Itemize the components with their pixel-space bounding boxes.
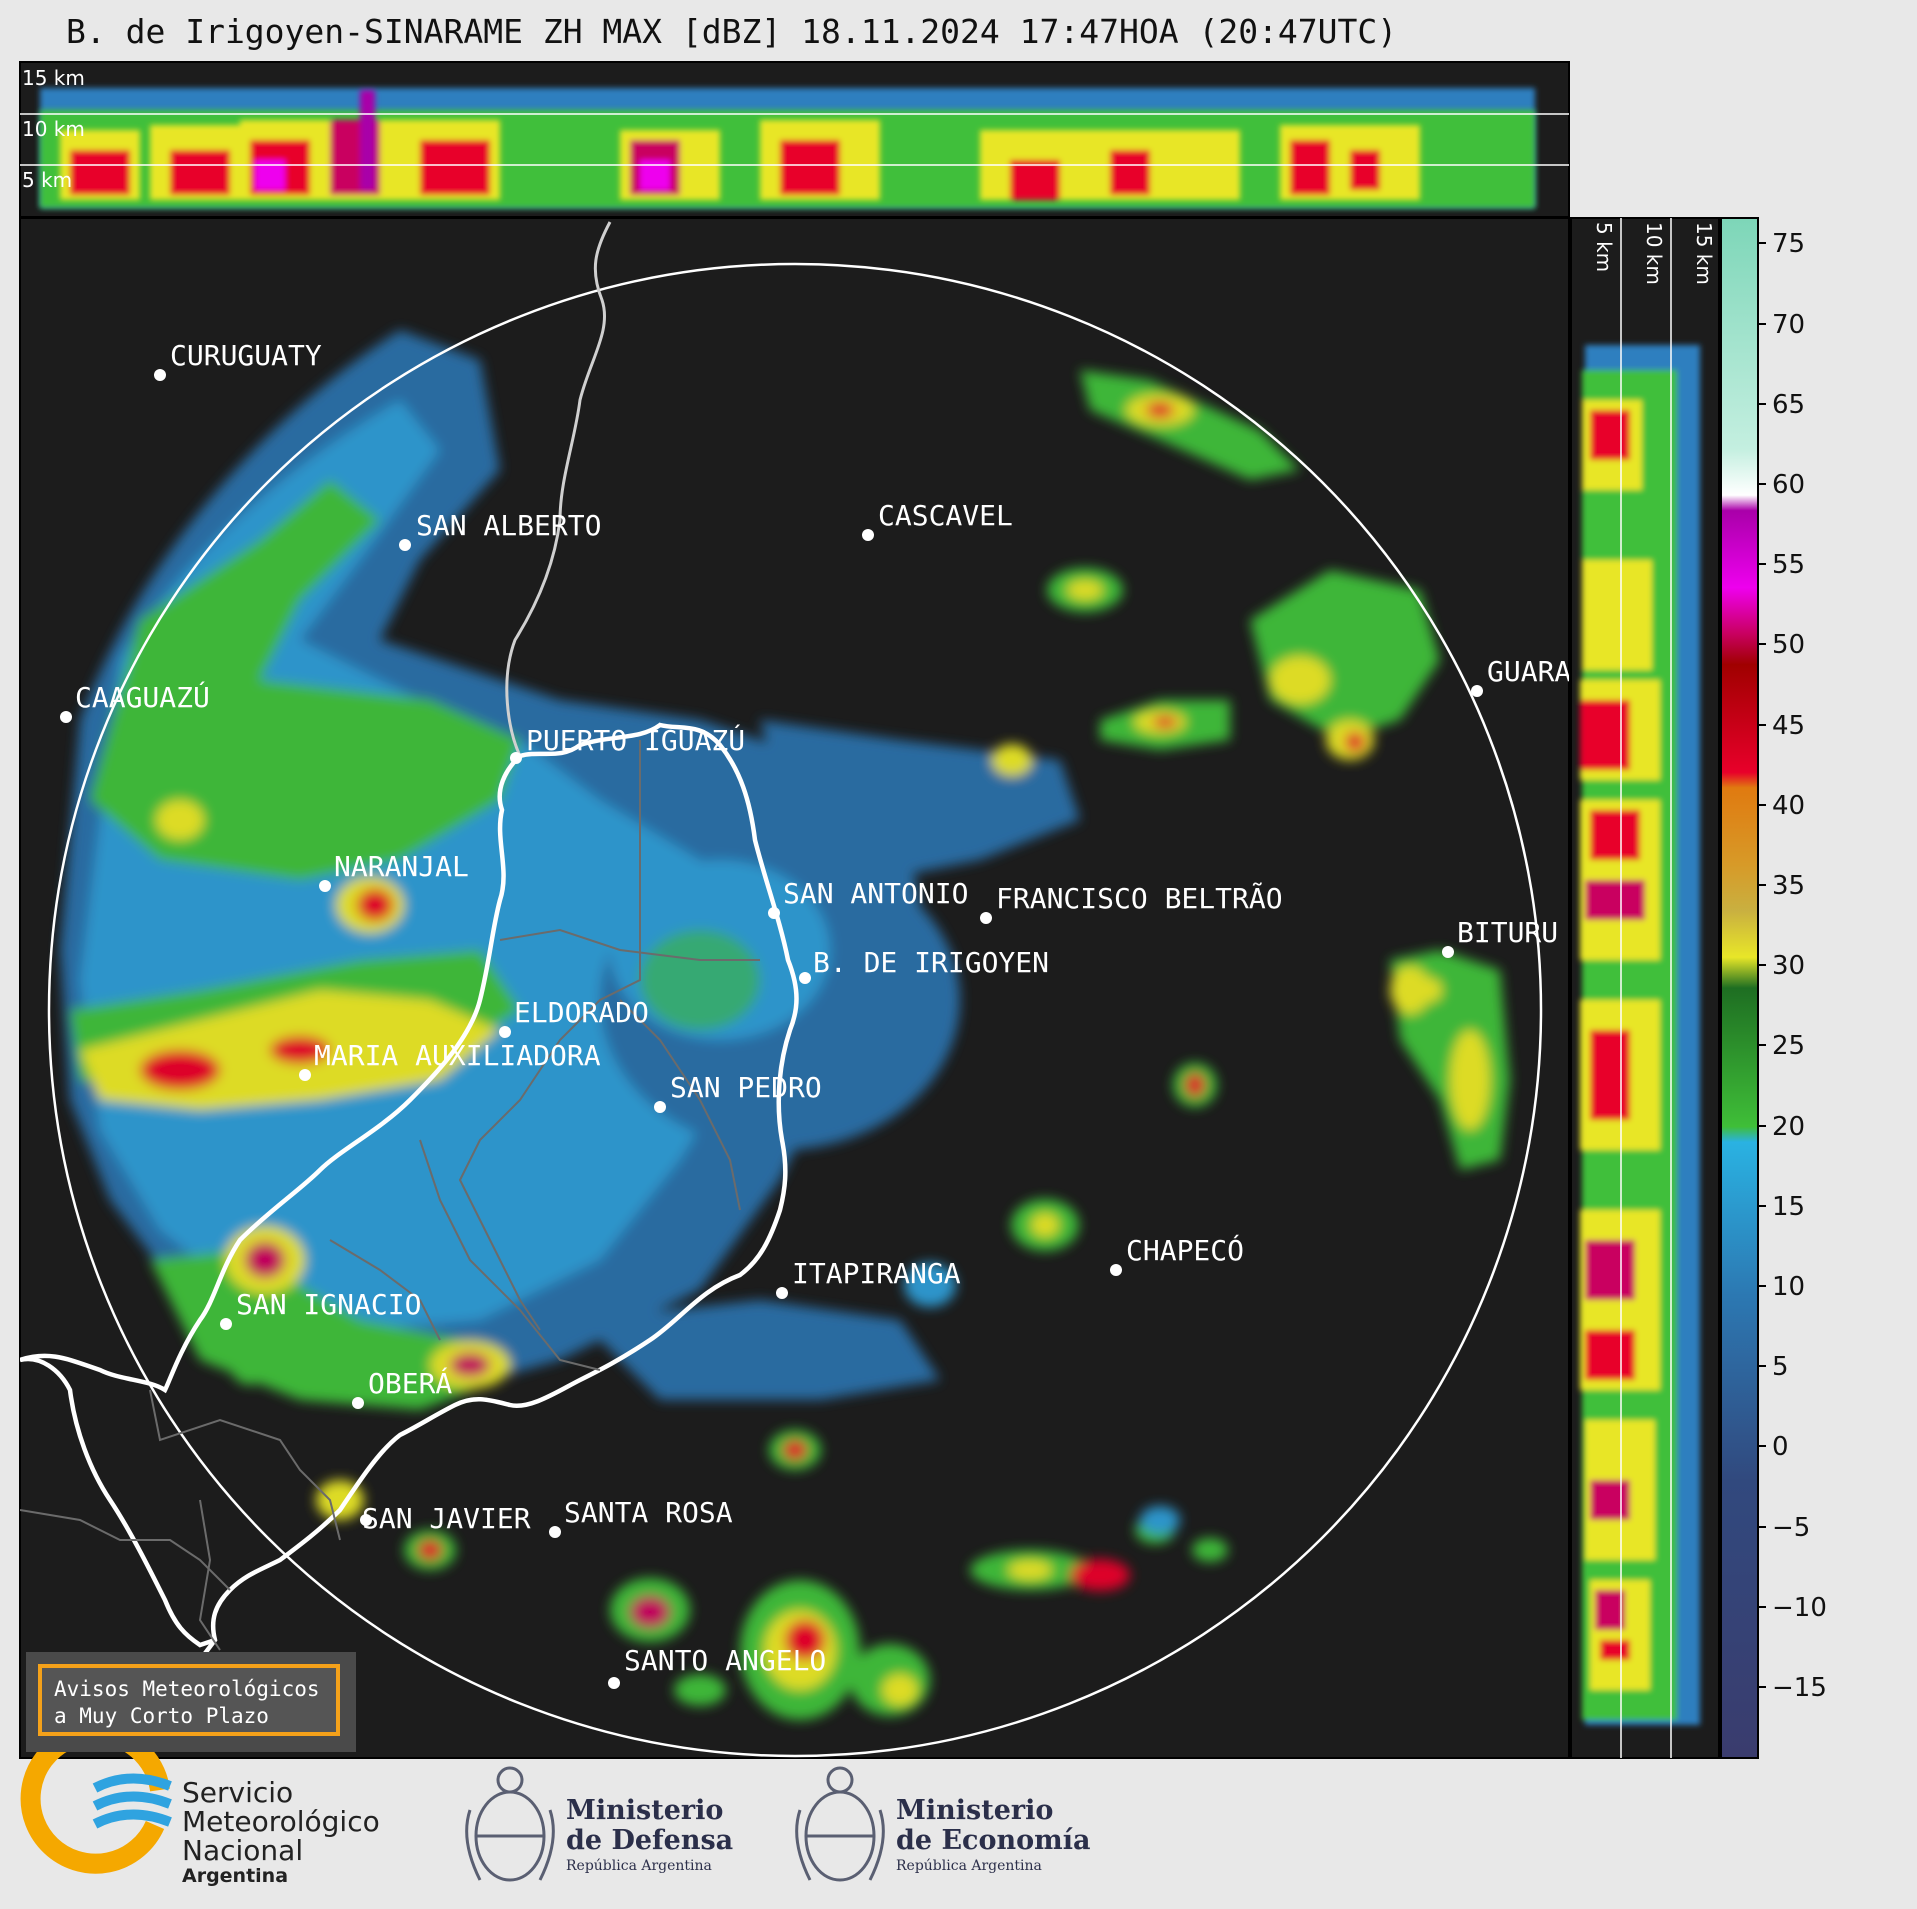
colorbar-tick-label: 30	[1772, 951, 1805, 981]
colorbar-tick-label: 20	[1772, 1112, 1805, 1142]
city-label: ITAPIRANGA	[792, 1257, 961, 1290]
city-label: SAN PEDRO	[670, 1071, 822, 1104]
city-chapeco: CHAPECÓ	[1110, 1233, 1244, 1276]
economia-line1: Ministerio	[896, 1795, 1054, 1826]
colorbar-tick-label: −5	[1772, 1513, 1810, 1543]
warnings-notice: Avisos Meteorológicos a Muy Corto Plazo	[38, 1664, 340, 1736]
city-santa-rosa: SANTA ROSA	[549, 1496, 733, 1538]
city-san-antonio: SAN ANTONIO	[768, 877, 968, 919]
city-label: SANTA ROSA	[564, 1496, 733, 1529]
smn-line1: Servicio	[182, 1776, 294, 1809]
colorbar-tick-label: 40	[1772, 791, 1805, 821]
defensa-line1: Ministerio	[566, 1795, 724, 1826]
city-label: ELDORADO	[514, 996, 649, 1029]
city-label: CAAGUAZÚ	[75, 680, 210, 714]
economia-coat-of-arms-icon	[795, 1766, 885, 1882]
radar-map-panel: CURUGUATY SAN ALBERTO CASCAVEL CAAGUAZÚ …	[19, 217, 1571, 1759]
city-label: SAN IGNACIO	[236, 1288, 421, 1321]
colorbar-tick-label: 75	[1772, 229, 1805, 259]
city-maria-auxiliadora: MARIA AUXILIADORA	[299, 1039, 601, 1081]
city-naranjal: NARANJAL	[319, 850, 469, 892]
defensa-coat-of-arms-icon	[465, 1766, 555, 1882]
notice-line: a Muy Corto Plazo	[54, 1704, 269, 1728]
colorbar-tick-label: 55	[1772, 550, 1805, 580]
colorbar-tick-label: −15	[1772, 1673, 1827, 1703]
notice-line: Avisos Meteorológicos	[54, 1677, 320, 1701]
city-eldorado: ELDORADO	[499, 996, 649, 1038]
city-b-de-irigoyen: B. DE IRIGOYEN	[799, 946, 1049, 984]
colorbar-tick-label: 35	[1772, 871, 1805, 901]
top-height-label-10: 10 km	[22, 117, 85, 141]
colorbar-tick-label: 65	[1772, 390, 1805, 420]
city-santo-angelo: SANTO ANGELO	[608, 1644, 826, 1689]
city-label: PUERTO IGUAZÚ	[526, 723, 745, 757]
city-label: OBERÁ	[368, 1366, 452, 1400]
city-curuguaty: CURUGUATY	[154, 339, 322, 381]
city-label: MARIA AUXILIADORA	[314, 1039, 601, 1072]
borders	[20, 221, 799, 1662]
colorbar-ticks	[1758, 242, 1766, 1688]
city-label: B. DE IRIGOYEN	[813, 946, 1049, 979]
economia-line3: República Argentina	[896, 1858, 1042, 1874]
defensa-line2: de Defensa	[566, 1825, 734, 1856]
city-markers: CURUGUATY SAN ALBERTO CASCAVEL CAAGUAZÚ …	[60, 339, 1571, 1689]
city-label: CURUGUATY	[170, 339, 322, 372]
city-label: CASCAVEL	[878, 499, 1013, 532]
city-caaguazu: CAAGUAZÚ	[60, 680, 210, 723]
range-ring	[47, 262, 1543, 1758]
colorbar-tick-label: 25	[1772, 1031, 1805, 1061]
colorbar-tick-label: 0	[1772, 1432, 1789, 1462]
city-cascavel: CASCAVEL	[862, 499, 1013, 541]
top-height-label-5: 5 km	[22, 168, 72, 192]
colorbar-tick-label: 45	[1772, 711, 1805, 741]
city-label: SAN ALBERTO	[416, 509, 601, 542]
smn-line3: Nacional	[182, 1834, 304, 1867]
city-obera: OBERÁ	[352, 1366, 452, 1409]
city-label: SAN ANTONIO	[783, 877, 968, 910]
city-san-javier: SAN JAVIER	[360, 1502, 531, 1535]
colorbar-tick-label: 50	[1772, 630, 1805, 660]
top-height-label-15: 15 km	[22, 66, 85, 90]
city-label: GUARA	[1487, 655, 1571, 688]
colorbar-tick-label: 15	[1772, 1192, 1805, 1222]
colorbar-tick-label: 5	[1772, 1352, 1789, 1382]
colorbar-tick-label: 10	[1772, 1272, 1805, 1302]
defensa-line3: República Argentina	[566, 1858, 712, 1874]
economia-logo-text: Ministerio de Economía República Argenti…	[896, 1796, 1090, 1876]
smn-logo-text: Servicio Meteorológico Nacional Argentin…	[182, 1778, 380, 1887]
smn-line4: Argentina	[182, 1865, 289, 1887]
radar-title: B. de Irigoyen-SINARAME ZH MAX [dBZ] 18.…	[66, 12, 1398, 51]
side-cross-section-panel: 5 km 10 km 15 km	[1570, 217, 1720, 1759]
city-san-alberto: SAN ALBERTO	[399, 509, 601, 551]
city-label: CHAPECÓ	[1126, 1233, 1244, 1267]
city-label: BITURU	[1457, 916, 1558, 949]
side-height-label-5: 5 km	[1592, 222, 1616, 272]
defensa-logo-text: Ministerio de Defensa República Argentin…	[566, 1796, 733, 1876]
colorbar: 75 70 65 60 55 50 45 40 35 30 25 20 15 1…	[1720, 217, 1827, 1759]
top-cross-section-panel: 15 km 10 km 5 km	[19, 61, 1570, 218]
city-san-pedro: SAN PEDRO	[654, 1071, 822, 1113]
city-san-ignacio: SAN IGNACIO	[220, 1288, 421, 1330]
city-label: NARANJAL	[334, 850, 469, 883]
colorbar-tick-label: 70	[1772, 310, 1805, 340]
city-francisco-beltrao: FRANCISCO BELTRÃO	[980, 882, 1283, 924]
city-bituru: BITURU	[1442, 916, 1558, 958]
city-itapiranga: ITAPIRANGA	[776, 1257, 961, 1299]
city-label: SAN JAVIER	[362, 1502, 531, 1535]
side-height-label-10: 10 km	[1642, 222, 1666, 285]
colorbar-tick-label: −10	[1772, 1593, 1827, 1623]
side-height-label-15: 15 km	[1692, 222, 1716, 285]
city-label: FRANCISCO BELTRÃO	[996, 882, 1283, 915]
city-puerto-iguazu: PUERTO IGUAZÚ	[510, 723, 745, 764]
smn-line2: Meteorológico	[182, 1805, 380, 1838]
economia-line2: de Economía	[896, 1825, 1091, 1856]
colorbar-tick-label: 60	[1772, 470, 1805, 500]
city-guara: GUARA	[1471, 655, 1571, 697]
city-label: SANTO ANGELO	[624, 1644, 826, 1677]
